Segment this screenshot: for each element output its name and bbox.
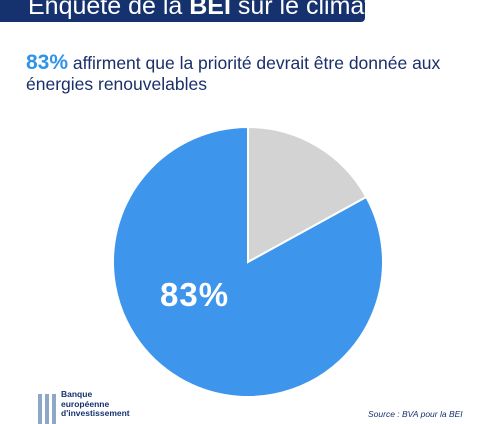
headline-percent: 83% [26, 51, 69, 74]
banner-title: Enquête de la BEI sur le climat [28, 0, 371, 21]
headline: 83% affirment que la priorité devrait êt… [26, 52, 486, 95]
pie-slice [112, 125, 384, 398]
headline-text: affirment que la priorité devrait être d… [26, 53, 441, 94]
logo-bar [45, 394, 49, 424]
logo-bar [52, 394, 56, 424]
brand-name: BEI [189, 0, 231, 20]
pie-data-label: 83% [160, 276, 230, 313]
title-banner: Enquête de la BEI sur le climat [0, 0, 371, 22]
logo-text: Banque européenne d'investissement [61, 389, 130, 418]
logo-bar [38, 394, 42, 424]
pie-slice [247, 125, 368, 264]
source-note: Source : BVA pour la BEI [368, 409, 463, 419]
